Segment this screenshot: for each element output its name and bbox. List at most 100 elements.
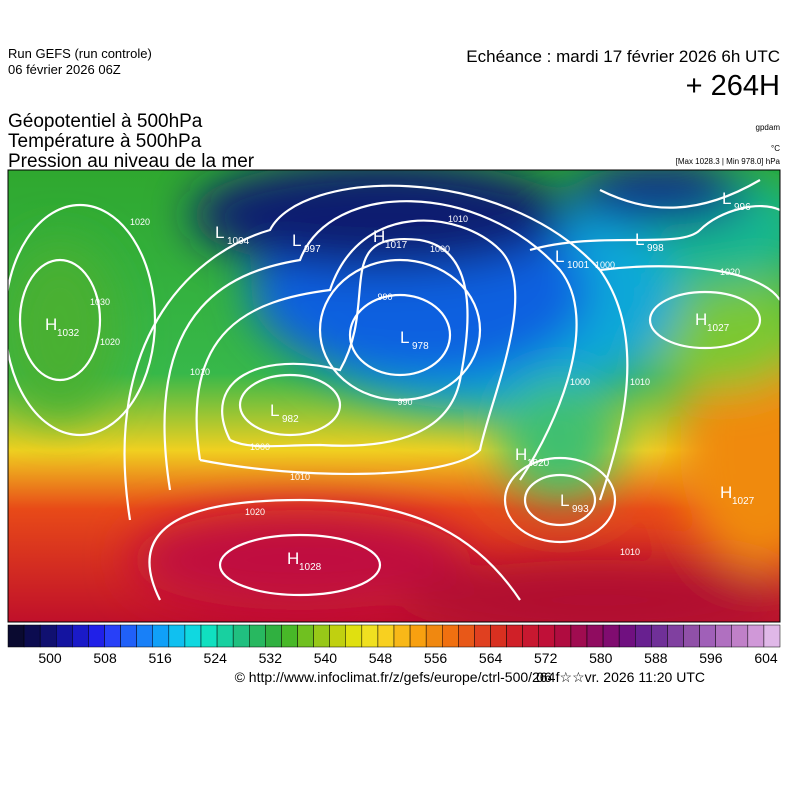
- colorbar-swatch: [297, 624, 314, 648]
- colorbar-swatch: [699, 624, 716, 648]
- isobar-label: 1020: [100, 337, 120, 347]
- isobar-label: 1030: [90, 297, 110, 307]
- center-letter: L: [292, 231, 301, 250]
- colorbar-swatch: [586, 624, 604, 648]
- colorbar-tick-label: 596: [699, 650, 723, 666]
- colorbar-tick-label: 556: [424, 650, 448, 666]
- center-value: 998: [647, 243, 664, 254]
- colorbar-swatch: [474, 624, 491, 648]
- colorbar-swatch: [683, 624, 700, 648]
- colorbar-swatch: [265, 624, 282, 648]
- colorbar-tick-label: 540: [314, 650, 338, 666]
- center-letter: L: [560, 491, 569, 510]
- unit: °C: [771, 144, 780, 153]
- center-value: 996: [734, 202, 751, 213]
- colorbar-swatch: [120, 624, 137, 648]
- center-value: 1027: [707, 323, 730, 334]
- colorbar-swatch: [458, 624, 475, 648]
- colorbar-swatch: [554, 624, 572, 648]
- center-letter: H: [515, 445, 527, 464]
- center-value: 1004: [227, 236, 250, 247]
- colorbar-tick-label: 580: [589, 650, 613, 666]
- colorbar-swatch: [104, 624, 121, 648]
- colorbar-swatch: [731, 624, 749, 648]
- isobar-label: 1010: [630, 377, 650, 387]
- center-letter: H: [695, 310, 707, 329]
- colorbar-swatch: [281, 624, 298, 648]
- colorbar-swatch: [88, 624, 105, 648]
- title: Pression au niveau de la mer: [8, 151, 255, 172]
- map-frame: [7, 169, 781, 623]
- timestamp: 06 f☆☆vr. 2026 11:20 UTC: [536, 669, 705, 685]
- title: Température à 500hPa: [8, 131, 202, 152]
- center-letter: L: [555, 247, 564, 266]
- colorbar-swatch: [7, 624, 25, 648]
- isobar-label: 1010: [448, 214, 468, 224]
- center-value: 1027: [732, 496, 755, 507]
- echeance: Echéance : mardi 17 février 2026 6h UTC: [466, 47, 780, 66]
- colorbar-swatch: [23, 624, 41, 648]
- isobar-label: 1000: [595, 260, 615, 270]
- isobar-label: 1010: [290, 472, 310, 482]
- unit: gpdam: [756, 123, 781, 132]
- center-value: 997: [304, 244, 321, 255]
- isobar-label: 1020: [720, 267, 740, 277]
- isobar-label: 990: [377, 292, 392, 302]
- isobar-label: 1010: [620, 547, 640, 557]
- colorbar-tick-label: 564: [479, 650, 503, 666]
- colorbar-swatch: [763, 624, 781, 648]
- colorbar-swatch: [538, 624, 556, 648]
- colorbar-swatch: [216, 624, 234, 648]
- colorbar-swatch: [442, 624, 459, 648]
- colorbar-swatch: [506, 624, 523, 648]
- run-label: Run GEFS (run controle): [8, 46, 152, 61]
- colorbar-tick-label: 572: [534, 650, 558, 666]
- isobar-label: 990: [397, 397, 412, 407]
- colorbar-swatch: [136, 624, 154, 648]
- colorbar-swatch: [313, 624, 330, 648]
- colorbar-swatch: [184, 624, 202, 648]
- center-value: 1020: [527, 458, 550, 469]
- center-value: 1028: [299, 562, 322, 573]
- colorbar-tick-label: 588: [644, 650, 668, 666]
- colorbar-swatch: [715, 624, 733, 648]
- source-url: © http://www.infoclimat.fr/z/gefs/europe…: [235, 669, 556, 685]
- colorbar-tick-label: 500: [38, 650, 62, 666]
- colorbar-swatch: [361, 624, 379, 648]
- unit: [Max 1028.3 | Min 978.0] hPa: [676, 157, 781, 166]
- center-letter: L: [215, 223, 224, 242]
- colorbar-swatch: [570, 624, 588, 648]
- lead-time: + 264H: [686, 70, 780, 102]
- center-value: 1017: [385, 240, 408, 251]
- isobar-label: 1020: [130, 217, 150, 227]
- colorbar-swatch: [618, 624, 636, 648]
- isobar-label: 1020: [245, 507, 265, 517]
- center-letter: L: [270, 401, 279, 420]
- isobar-label: 1010: [190, 367, 210, 377]
- center-letter: L: [722, 189, 731, 208]
- center-letter: L: [400, 328, 409, 347]
- colorbar-swatch: [522, 624, 540, 648]
- colorbar-swatch: [409, 624, 427, 648]
- colorbar-swatch: [651, 624, 668, 648]
- colorbar-swatch: [329, 624, 346, 648]
- title: Géopotentiel à 500hPa: [8, 111, 203, 132]
- colorbar-swatch: [667, 624, 684, 648]
- center-letter: H: [373, 227, 385, 246]
- colorbar-swatch: [39, 624, 57, 648]
- colorbar-swatch: [602, 624, 620, 648]
- center-letter: H: [287, 549, 299, 568]
- colorbar-swatch: [747, 624, 765, 648]
- center-letter: H: [45, 315, 57, 334]
- colorbar-swatch: [635, 624, 652, 648]
- colorbar: 500 508 516 524 532 540 548 556 564 572 580 588 596 6…: [7, 624, 781, 666]
- colorbar-swatch: [490, 624, 507, 648]
- center-value: 1001: [567, 260, 590, 271]
- colorbar-swatch: [56, 624, 73, 648]
- colorbar-tick-label: 548: [369, 650, 393, 666]
- colorbar-tick-label: 516: [148, 650, 172, 666]
- colorbar-swatch: [393, 624, 411, 648]
- colorbar-swatch: [249, 624, 266, 648]
- colorbar-swatch: [168, 624, 186, 648]
